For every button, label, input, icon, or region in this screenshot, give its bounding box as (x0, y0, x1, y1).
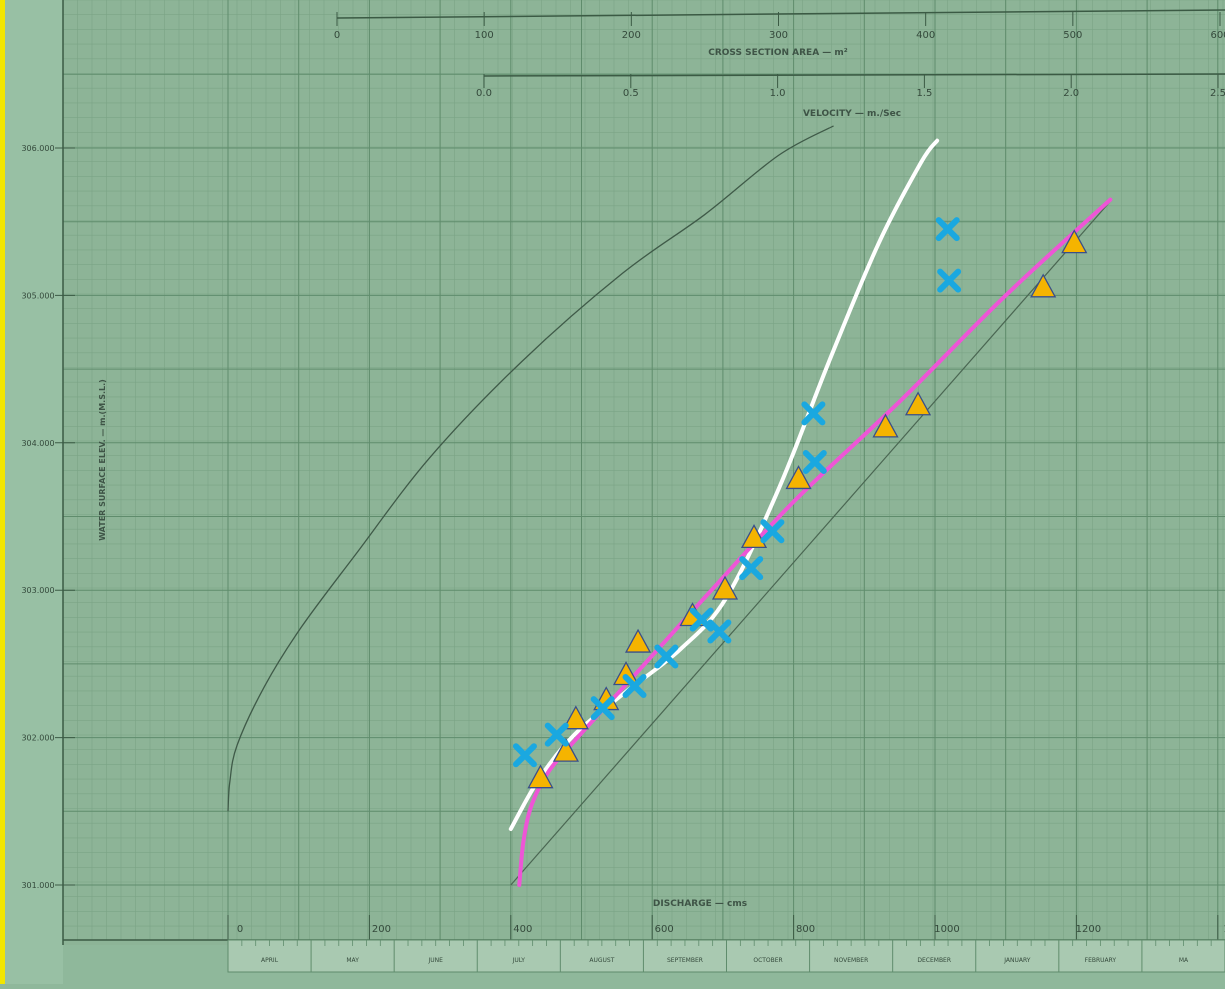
x-marker (707, 619, 732, 644)
month-label: NOVEMBER (834, 957, 868, 964)
x-marker (801, 401, 826, 426)
area-tick-label: 0 (334, 30, 340, 41)
month-label: MA (1179, 957, 1189, 964)
x-marker-stroke (801, 401, 826, 426)
area-tick-label: 600 (1210, 30, 1225, 41)
x-marker (802, 449, 827, 474)
area-curve (227, 125, 834, 812)
y-tick-label: 306.000 (21, 144, 54, 153)
x-marker-stroke (937, 268, 962, 293)
month-label: JUNE (427, 957, 443, 964)
area-axis-line (336, 9, 1225, 19)
x-marker-stroke (802, 449, 827, 474)
velocity-tick-label: 0.0 (476, 88, 492, 99)
x-marker (654, 644, 679, 669)
triangle-marker (612, 661, 640, 686)
velocity-tick-label: 2.5 (1210, 88, 1225, 99)
area-tick-label: 500 (1063, 30, 1082, 41)
month-label: APRIL (261, 957, 279, 964)
month-label: OCTOBER (753, 957, 782, 964)
x-marker-stroke (622, 674, 647, 699)
x-marker-stroke (689, 607, 714, 632)
y-tick-label: 305.000 (21, 291, 54, 300)
month-label: JANUARY (1003, 957, 1031, 964)
triangle-marker (1061, 229, 1088, 254)
triangle-marker (1030, 273, 1057, 298)
x-marker-stroke (654, 644, 679, 669)
area-tick-label: 400 (916, 30, 935, 41)
y-axis-title: WATER SURFACE ELEV. — m.(M.S.L.) (98, 379, 107, 541)
triangle-marker (711, 575, 739, 600)
velocity-axis-title: VELOCITY — m./Sec (803, 109, 901, 119)
area-tick-label: 100 (475, 30, 494, 41)
triangle-marker (785, 465, 812, 490)
month-label: SEPTEMBER (667, 957, 703, 964)
triangle-marker (624, 628, 652, 653)
velocity-tick-label: 0.5 (623, 88, 639, 99)
area-tick-label: 300 (769, 30, 788, 41)
triangle-marker (904, 391, 932, 416)
frame-edge (0, 0, 5, 984)
triangle-marker (552, 737, 580, 762)
x-marker (937, 268, 962, 293)
velocity-axis-line (483, 73, 1225, 77)
x-tick-label: 600 (655, 924, 674, 935)
printed-rating-line (510, 199, 1113, 886)
month-label: FEBRUARY (1085, 957, 1117, 964)
triangle-marker (872, 413, 899, 438)
x-marker-stroke (512, 743, 537, 768)
month-label: MAY (346, 957, 359, 964)
x-tick-label: 1200 (1076, 924, 1101, 935)
x-marker (622, 674, 647, 699)
x-marker (544, 722, 569, 747)
x-marker (689, 607, 714, 632)
x-marker (590, 696, 615, 721)
x-marker (739, 556, 764, 581)
x-tick-label: 14 (1223, 924, 1225, 935)
y-tick-label: 304.000 (21, 439, 54, 448)
month-label: DECEMBER (917, 957, 951, 964)
velocity-tick-label: 2.0 (1063, 88, 1079, 99)
y-tick-label: 301.000 (21, 881, 54, 890)
triangle-marker (562, 705, 589, 730)
x-tick-label: 0 (237, 924, 243, 935)
x-marker-stroke (590, 696, 615, 721)
velocity-tick-label: 1.5 (916, 88, 932, 99)
month-label: AUGUST (589, 957, 614, 964)
x-tick-label: 1000 (934, 924, 959, 935)
x-marker (935, 217, 960, 242)
y-tick-label: 303.000 (21, 586, 54, 595)
x-tick-label: 400 (513, 924, 532, 935)
triangle-marker (527, 764, 554, 789)
x-marker-stroke (760, 519, 785, 544)
y-tick-label: 302.000 (21, 734, 54, 743)
area-axis-title: CROSS SECTION AREA — m² (708, 48, 848, 58)
x-marker-stroke (707, 619, 732, 644)
x-tick-label: 200 (372, 924, 391, 935)
x-axis-title: DISCHARGE — cms (653, 899, 747, 909)
x-marker (512, 743, 537, 768)
x-tick-label: 800 (796, 924, 815, 935)
area-tick-label: 200 (622, 30, 641, 41)
x-marker-stroke (544, 722, 569, 747)
x-marker-stroke (935, 217, 960, 242)
x-marker-stroke (739, 556, 764, 581)
x-marker (760, 519, 785, 544)
velocity-tick-label: 1.0 (770, 88, 786, 99)
month-label: JULY (512, 957, 526, 964)
triangle-marker (740, 524, 768, 549)
